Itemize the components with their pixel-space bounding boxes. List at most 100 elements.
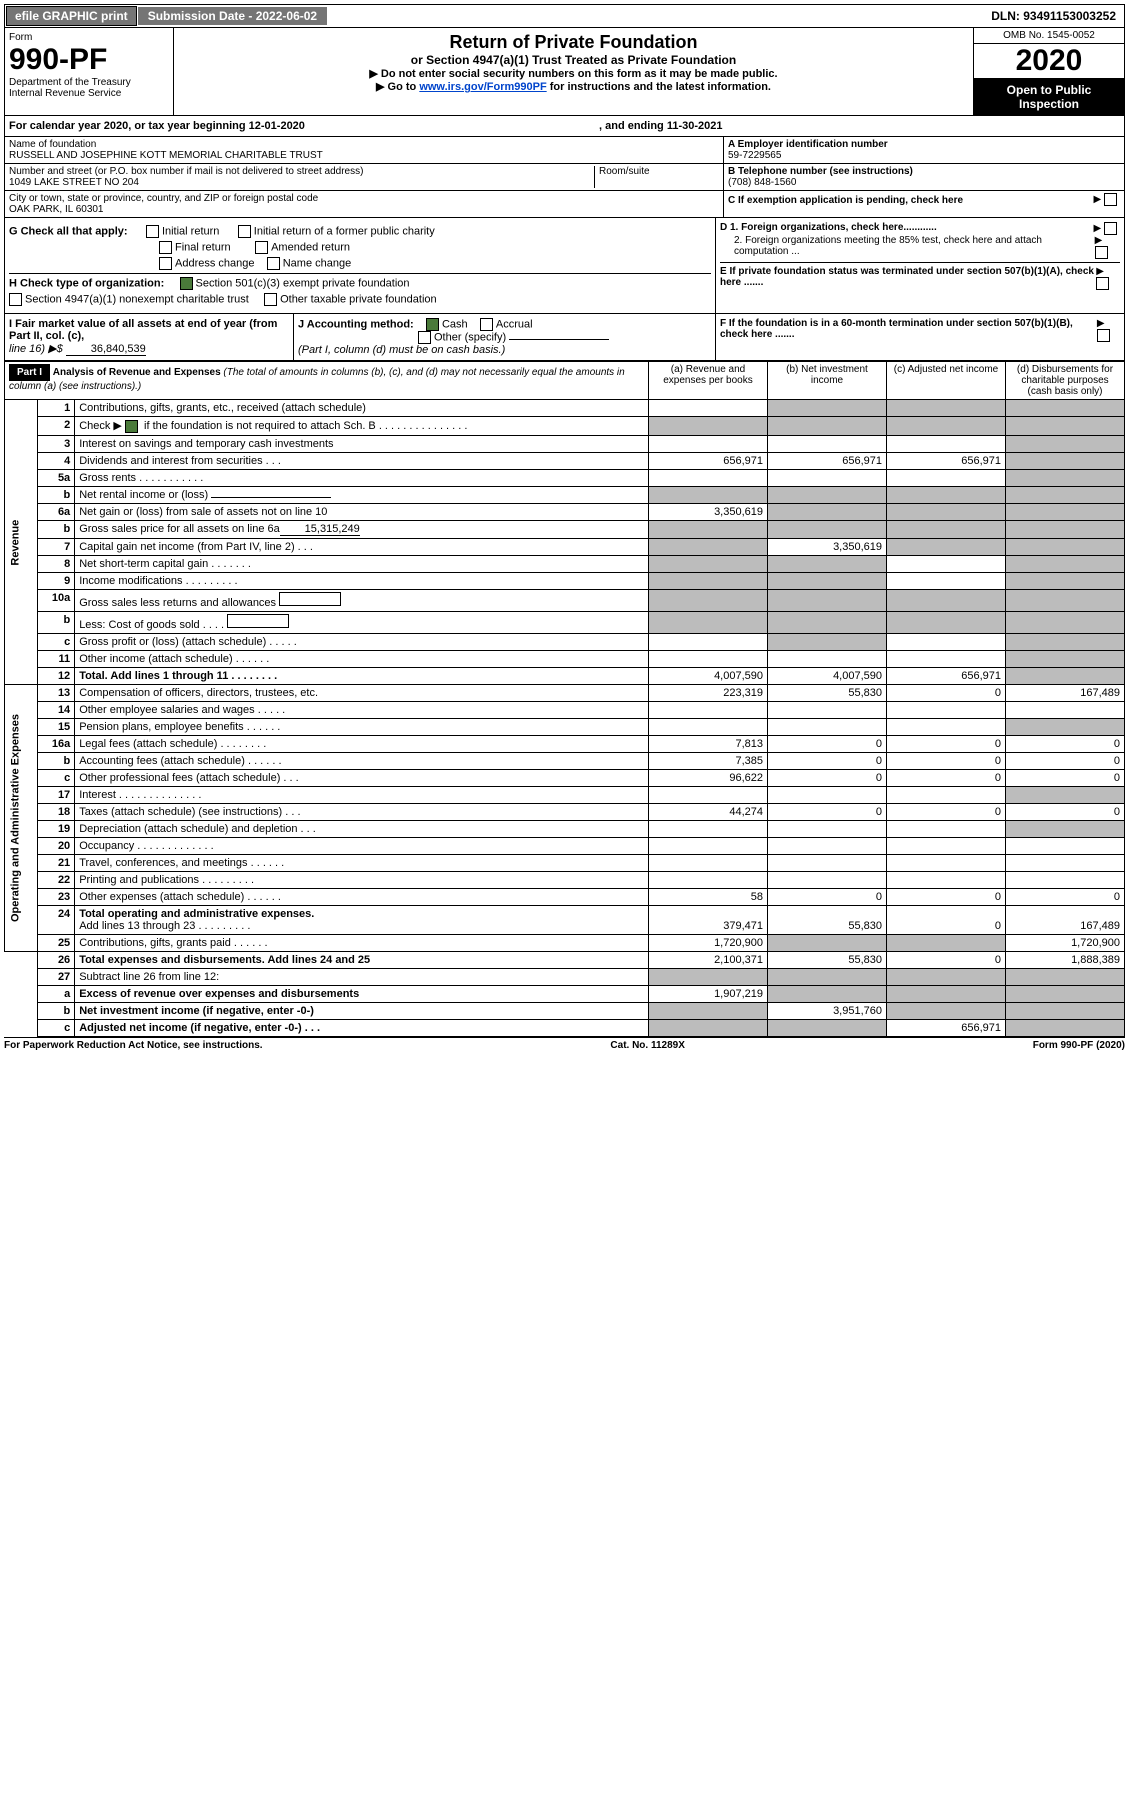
line-num: 19	[38, 820, 75, 837]
g-label: G Check all that apply:	[9, 225, 128, 237]
table-row: bLess: Cost of goods sold . . . .	[5, 611, 1125, 633]
line-desc: Gross rents . . . . . . . . . . .	[75, 469, 649, 486]
topbar: efile GRAPHIC print Submission Date - 20…	[4, 4, 1125, 28]
col-c-header: (c) Adjusted net income	[887, 362, 1006, 400]
line-num: 3	[38, 435, 75, 452]
h-4947-label: Section 4947(a)(1) nonexempt charitable …	[25, 293, 249, 305]
line-desc: Income modifications . . . . . . . . .	[75, 572, 649, 589]
cell-value: 3,350,619	[768, 538, 887, 555]
line-num: 16a	[38, 735, 75, 752]
line-num: a	[38, 985, 75, 1002]
table-row: 7Capital gain net income (from Part IV, …	[5, 538, 1125, 555]
line-num: c	[38, 1019, 75, 1036]
table-row: bNet investment income (if negative, ent…	[5, 1002, 1125, 1019]
line-num: b	[38, 486, 75, 503]
cell-value: 1,907,219	[649, 985, 768, 1002]
line-num: b	[38, 611, 75, 633]
table-row: 23Other expenses (attach schedule) . . .…	[5, 888, 1125, 905]
j-other-checkbox[interactable]	[418, 331, 431, 344]
h-501c3-checkbox[interactable]	[180, 277, 193, 290]
cell-value: 0	[1006, 752, 1125, 769]
h-other-checkbox[interactable]	[264, 293, 277, 306]
line-desc: Adjusted net income (if negative, enter …	[75, 1019, 649, 1036]
topbar-left: efile GRAPHIC print Submission Date - 20…	[5, 5, 327, 27]
h-4947-checkbox[interactable]	[9, 293, 22, 306]
c-checkbox[interactable]	[1104, 193, 1117, 206]
line-num: 5a	[38, 469, 75, 486]
efile-print-button[interactable]: efile GRAPHIC print	[6, 6, 137, 26]
line6b-value: 15,315,249	[280, 523, 360, 536]
footer-left: For Paperwork Reduction Act Notice, see …	[4, 1040, 263, 1051]
cell-value: 0	[887, 888, 1006, 905]
table-row: 25Contributions, gifts, grants paid . . …	[5, 934, 1125, 951]
c-label: C If exemption application is pending, c…	[728, 195, 963, 206]
g-opt-2: Final return	[175, 241, 231, 253]
omb-number: OMB No. 1545-0052	[974, 28, 1124, 44]
g-name-change-checkbox[interactable]	[267, 257, 280, 270]
line-num: 20	[38, 837, 75, 854]
cell-value: 167,489	[1006, 905, 1125, 934]
cell-value: 4,007,590	[768, 667, 887, 684]
room-label: Room/suite	[599, 166, 719, 177]
table-row: 6aNet gain or (loss) from sale of assets…	[5, 503, 1125, 520]
line-desc: Capital gain net income (from Part IV, l…	[75, 538, 649, 555]
table-row: 21Travel, conferences, and meetings . . …	[5, 854, 1125, 871]
h-label: H Check type of organization:	[9, 277, 164, 289]
line-num: 15	[38, 718, 75, 735]
foundation-name: RUSSELL AND JOSEPHINE KOTT MEMORIAL CHAR…	[9, 150, 719, 161]
table-row: 16aLegal fees (attach schedule) . . . . …	[5, 735, 1125, 752]
f-label: F If the foundation is in a 60-month ter…	[720, 318, 1073, 340]
table-row: Revenue 1Contributions, gifts, grants, e…	[5, 400, 1125, 417]
cell-value: 7,813	[649, 735, 768, 752]
line-num: 21	[38, 854, 75, 871]
g-amended-return-checkbox[interactable]	[255, 241, 268, 254]
table-row: cOther professional fees (attach schedul…	[5, 769, 1125, 786]
j-accrual-label: Accrual	[496, 318, 533, 330]
identity-block: Name of foundation RUSSELL AND JOSEPHINE…	[4, 137, 1125, 218]
table-row: 8Net short-term capital gain . . . . . .…	[5, 555, 1125, 572]
line-num: 23	[38, 888, 75, 905]
f-checkbox[interactable]	[1097, 329, 1110, 342]
line-desc: Net investment income (if negative, ente…	[75, 1002, 649, 1019]
page-footer: For Paperwork Reduction Act Notice, see …	[4, 1037, 1125, 1051]
cell-value: 656,971	[887, 452, 1006, 469]
line-desc: Depreciation (attach schedule) and deple…	[75, 820, 649, 837]
cell-value: 1,888,389	[1006, 951, 1125, 968]
calendar-year-row: For calendar year 2020, or tax year begi…	[4, 116, 1125, 137]
line-num: 11	[38, 650, 75, 667]
j-accrual-checkbox[interactable]	[480, 318, 493, 331]
form-word: Form	[9, 32, 169, 43]
line-num: 4	[38, 452, 75, 469]
cell-value: 1,720,900	[1006, 934, 1125, 951]
line-num: 27	[38, 968, 75, 985]
d2-checkbox[interactable]	[1095, 246, 1108, 259]
cell-value: 2,100,371	[649, 951, 768, 968]
cell-value: 0	[768, 803, 887, 820]
line-num: b	[38, 752, 75, 769]
ein-value: 59-7229565	[728, 150, 1120, 161]
part1-header: Part I	[9, 364, 50, 381]
line-num: 24	[38, 905, 75, 934]
footer-form: Form 990-PF (2020)	[1033, 1040, 1125, 1051]
expenses-label: Operating and Administrative Expenses	[5, 684, 38, 951]
line-num: 6a	[38, 503, 75, 520]
table-row: 22Printing and publications . . . . . . …	[5, 871, 1125, 888]
g-address-change-checkbox[interactable]	[159, 257, 172, 270]
h-501c3-label: Section 501(c)(3) exempt private foundat…	[196, 277, 410, 289]
line-num: b	[38, 520, 75, 538]
cell-value: 656,971	[887, 1019, 1006, 1036]
cell-value: 3,350,619	[649, 503, 768, 520]
d1-checkbox[interactable]	[1104, 222, 1117, 235]
g-initial-return-checkbox[interactable]	[146, 225, 159, 238]
g-initial-former-checkbox[interactable]	[238, 225, 251, 238]
form990pf-link[interactable]: www.irs.gov/Form990PF	[419, 81, 546, 93]
footer-cat: Cat. No. 11289X	[610, 1040, 684, 1051]
j-other-label: Other (specify)	[434, 331, 506, 343]
checks-block: G Check all that apply: Initial return I…	[4, 218, 1125, 314]
j-cash-checkbox[interactable]	[426, 318, 439, 331]
g-final-return-checkbox[interactable]	[159, 241, 172, 254]
g-opt-0: Initial return	[162, 225, 219, 237]
schb-checkbox[interactable]	[125, 420, 138, 433]
cell-value: 7,385	[649, 752, 768, 769]
e-checkbox[interactable]	[1096, 277, 1109, 290]
